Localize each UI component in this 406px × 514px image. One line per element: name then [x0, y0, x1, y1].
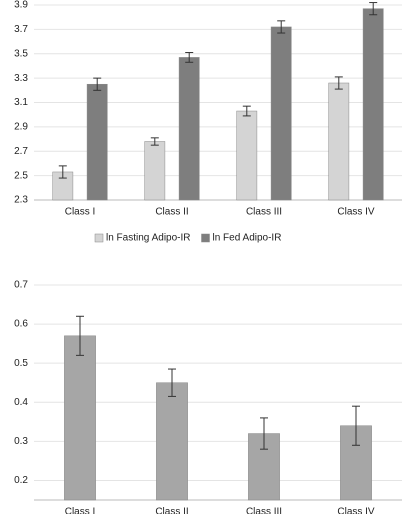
y-tick-label: 0.6 [14, 319, 28, 330]
x-tick-label: Class III [246, 507, 282, 514]
y-tick-label: 3.5 [14, 48, 28, 59]
y-tick-label: 2.7 [14, 146, 28, 157]
bar [144, 141, 166, 201]
bar [156, 382, 188, 501]
bar [270, 26, 292, 201]
x-tick-label: Class I [65, 207, 96, 218]
x-tick-label: Class III [246, 207, 282, 218]
y-tick-label: 0.7 [14, 280, 28, 291]
y-tick-label: 3.3 [14, 73, 28, 84]
y-tick-label: 0.3 [14, 436, 28, 447]
y-tick-label: 0.5 [14, 358, 28, 369]
legend-swatch [201, 233, 210, 243]
legend-swatch [94, 233, 104, 243]
legend-label: ln Fasting Adipo-IR [106, 233, 191, 244]
y-tick-label: 3.9 [14, 0, 28, 11]
bar [86, 83, 108, 201]
y-tick-label: 0.4 [14, 397, 28, 408]
y-tick-label: 3.7 [14, 24, 28, 35]
y-tick-label: 2.3 [14, 195, 28, 206]
y-tick-label: 3.1 [14, 97, 28, 108]
bar [178, 57, 200, 201]
y-tick-label: 0.2 [14, 475, 28, 486]
y-tick-label: 2.9 [14, 122, 28, 133]
bar [236, 110, 258, 201]
y-tick-label: 2.5 [14, 170, 28, 181]
x-tick-label: Class IV [337, 207, 375, 218]
x-tick-label: Class IV [337, 507, 375, 514]
bar [328, 82, 350, 201]
bar [64, 335, 96, 501]
bar [362, 8, 384, 201]
x-tick-label: Class II [155, 207, 188, 218]
x-tick-label: Class II [155, 507, 188, 514]
x-tick-label: Class I [65, 507, 96, 514]
legend-label: ln Fed Adipo-IR [213, 233, 282, 244]
